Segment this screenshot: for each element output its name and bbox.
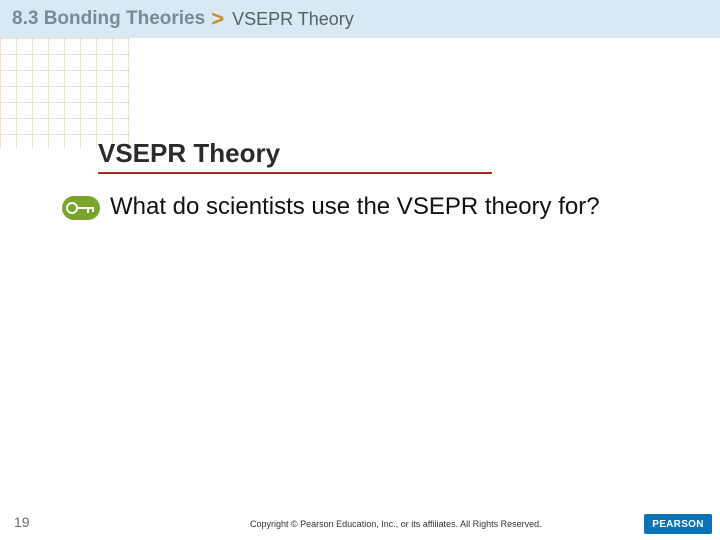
header-subtitle: VSEPR Theory bbox=[232, 9, 354, 30]
chapter-label: 8.3 Bonding Theories bbox=[12, 8, 205, 30]
section-underline bbox=[98, 172, 492, 174]
section-title: VSEPR Theory bbox=[98, 138, 280, 169]
page-number: 19 bbox=[14, 514, 30, 530]
pearson-logo: PEARSON bbox=[644, 514, 712, 534]
copyright-text: Copyright © Pearson Education, Inc., or … bbox=[250, 519, 542, 529]
body-question: What do scientists use the VSEPR theory … bbox=[110, 192, 630, 222]
decorative-grid bbox=[0, 38, 130, 148]
header-band: 8.3 Bonding Theories > VSEPR Theory bbox=[0, 0, 720, 38]
breadcrumb-chevron: > bbox=[211, 6, 224, 32]
key-concept-icon bbox=[62, 196, 100, 220]
